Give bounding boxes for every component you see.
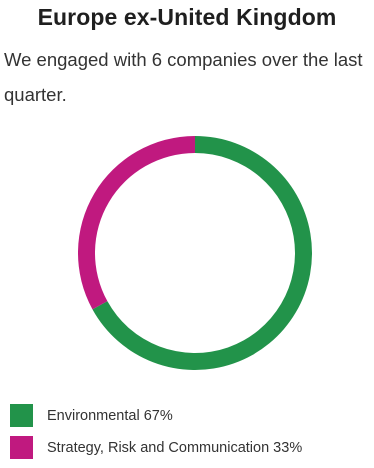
legend-label-strategy: Strategy, Risk and Communication 33% bbox=[47, 439, 303, 456]
legend-swatch-strategy bbox=[10, 436, 33, 459]
donut-slice-strategy bbox=[78, 136, 195, 310]
chart-subtitle: We engaged with 6 companies over the las… bbox=[4, 49, 363, 105]
legend-item-environmental: Environmental 67% bbox=[10, 403, 302, 428]
legend: Environmental 67% Strategy, Risk and Com… bbox=[10, 403, 302, 467]
legend-item-strategy: Strategy, Risk and Communication 33% bbox=[10, 435, 302, 460]
chart-title: Europe ex-United Kingdom bbox=[37, 4, 337, 30]
legend-label-environmental: Environmental 67% bbox=[47, 407, 173, 424]
legend-swatch-environmental bbox=[10, 404, 33, 427]
donut-chart bbox=[78, 136, 312, 370]
